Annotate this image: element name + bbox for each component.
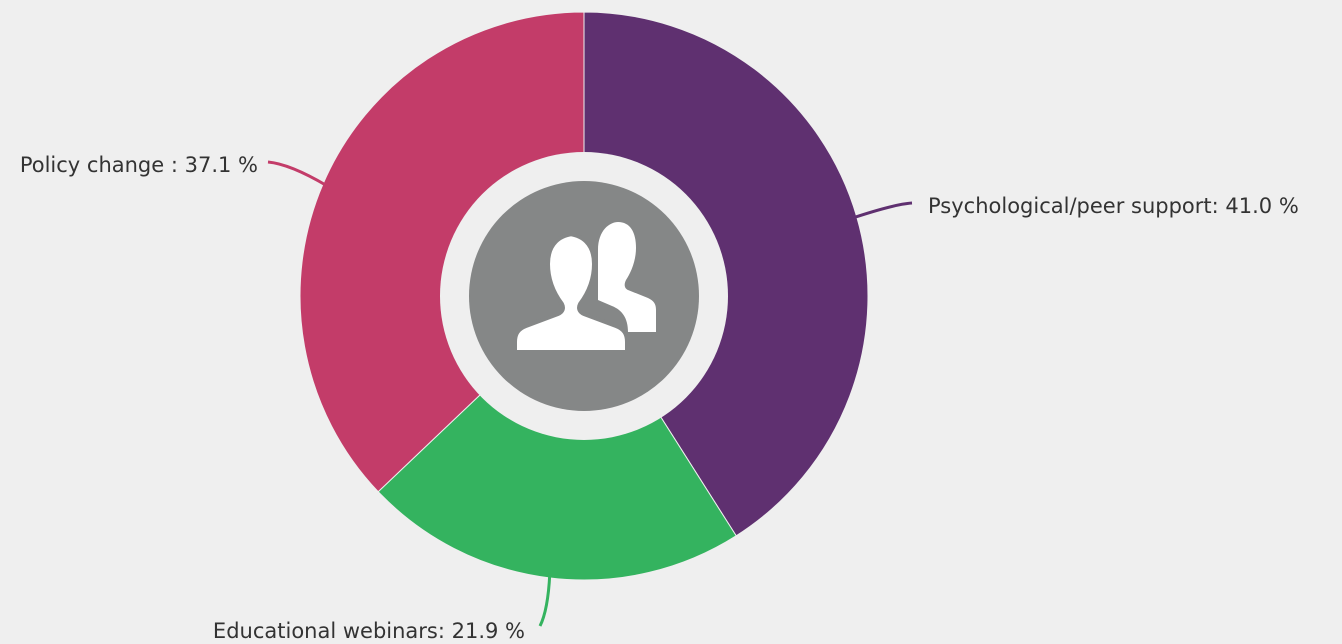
leader-line <box>852 201 913 220</box>
people-icon <box>513 222 656 354</box>
slice-label: Psychological/peer support: 41.0 % <box>928 194 1299 218</box>
slice-label: Policy change : 37.1 % <box>20 153 258 177</box>
leader-line <box>267 160 328 187</box>
leader-line <box>538 573 552 627</box>
slice-label: Educational webinars: 21.9 % <box>213 619 525 643</box>
